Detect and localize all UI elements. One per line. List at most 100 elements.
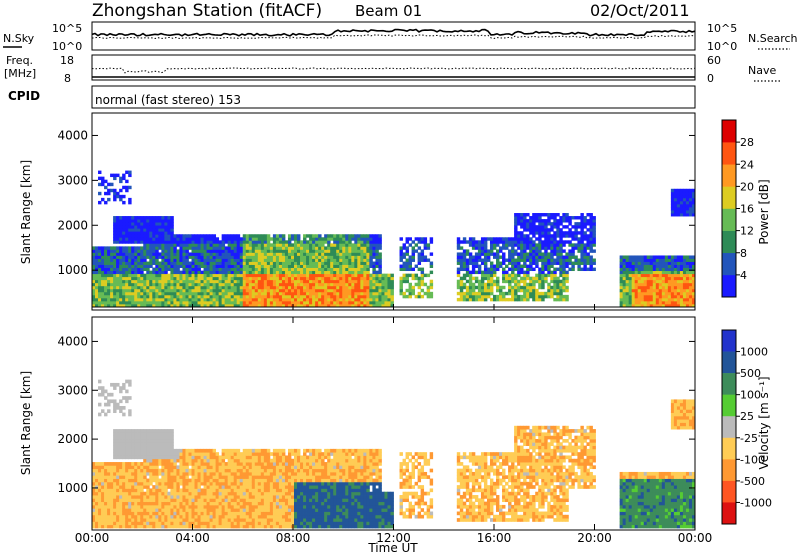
power-colorbar-tick-label: 24 [740, 158, 754, 171]
power-cell [170, 237, 174, 241]
velocity-cell [104, 389, 108, 394]
power-cell [209, 285, 214, 290]
power-cell [221, 258, 226, 262]
power-cell [128, 249, 132, 253]
power-cell [104, 285, 108, 290]
velocity-cell [179, 498, 183, 503]
velocity-cell [164, 501, 168, 506]
power-cell [128, 200, 132, 205]
velocity-cell [161, 511, 165, 516]
velocity-cell [179, 478, 183, 483]
power-colorbar-swatch [722, 252, 736, 276]
velocity-cell [143, 429, 147, 433]
power-cell [155, 291, 159, 296]
power-cell [107, 285, 111, 290]
power-cell [125, 188, 129, 193]
power-cell [104, 303, 108, 308]
power-cell [589, 222, 593, 226]
velocity-cell [98, 478, 102, 483]
power-cell [272, 267, 277, 272]
power-cell [676, 213, 681, 217]
power-cell [517, 273, 521, 278]
power-cell [324, 282, 328, 287]
power-cell [541, 261, 545, 265]
power-cell [287, 267, 292, 272]
power-cell [544, 240, 548, 244]
power-cell [640, 270, 645, 275]
power-cell [676, 288, 681, 293]
power-cell [655, 303, 660, 308]
power-cell [161, 282, 165, 287]
velocity-cell [128, 491, 132, 496]
power-cell [631, 297, 636, 302]
power-cell [514, 228, 518, 232]
power-cell [266, 300, 271, 305]
power-cell [119, 303, 123, 308]
power-cell [655, 294, 660, 299]
power-cell [284, 285, 289, 290]
power-cell [496, 249, 500, 253]
power-cell [538, 297, 542, 302]
power-cell [360, 258, 364, 262]
velocity-cell [161, 448, 165, 453]
power-cell [137, 240, 141, 244]
power-cell [297, 249, 301, 253]
power-cell [242, 240, 247, 244]
power-ytick-label: 2000 [57, 218, 88, 232]
velocity-cell [173, 458, 177, 463]
power-cell [188, 246, 192, 250]
power-cell [544, 213, 548, 217]
velocity-cell [146, 518, 150, 522]
velocity-cell [128, 508, 132, 512]
power-cell [483, 270, 488, 275]
velocity-cell [92, 521, 96, 526]
power-cell [294, 276, 298, 281]
power-cell [345, 261, 349, 265]
power-cell [303, 273, 307, 278]
power-cell [182, 234, 186, 238]
power-cell [502, 291, 506, 296]
power-cell [664, 279, 669, 284]
power-cell [278, 288, 283, 293]
power-cell [176, 258, 180, 262]
power-cell [266, 237, 271, 241]
velocity-cell [104, 478, 108, 483]
power-cell [197, 267, 201, 272]
power-cell [631, 270, 636, 275]
power-cell [547, 282, 551, 287]
power-cell [206, 279, 210, 284]
power-cell [673, 267, 678, 272]
power-cell [378, 243, 382, 247]
power-cell [242, 303, 247, 308]
velocity-cell [98, 481, 102, 486]
nsky-tick-bottom: 10^0 [52, 40, 82, 53]
power-cell [369, 249, 373, 253]
power-cell [209, 243, 214, 247]
power-cell [357, 303, 361, 308]
power-cell [306, 264, 310, 268]
power-cell [131, 246, 135, 250]
power-cell [480, 294, 485, 299]
power-cell [360, 261, 364, 265]
power-cell [236, 270, 241, 275]
power-cell [155, 294, 159, 299]
power-cell [152, 288, 156, 293]
power-cell [188, 291, 192, 296]
power-cell [309, 297, 313, 302]
power-cell [300, 300, 304, 305]
power-cell [465, 267, 470, 272]
velocity-cell [185, 488, 189, 493]
power-cell [233, 288, 238, 293]
power-cell [248, 237, 253, 241]
velocity-cell [128, 465, 132, 470]
power-cell [173, 285, 177, 290]
power-cell [679, 206, 684, 211]
velocity-cell [134, 438, 138, 443]
power-cell [511, 288, 515, 293]
power-cell [688, 264, 693, 268]
power-cell [508, 291, 512, 296]
power-cell [122, 231, 126, 235]
power-cell [260, 288, 265, 293]
nave-tick-bottom: 0 [707, 72, 714, 85]
power-cell [278, 291, 283, 296]
